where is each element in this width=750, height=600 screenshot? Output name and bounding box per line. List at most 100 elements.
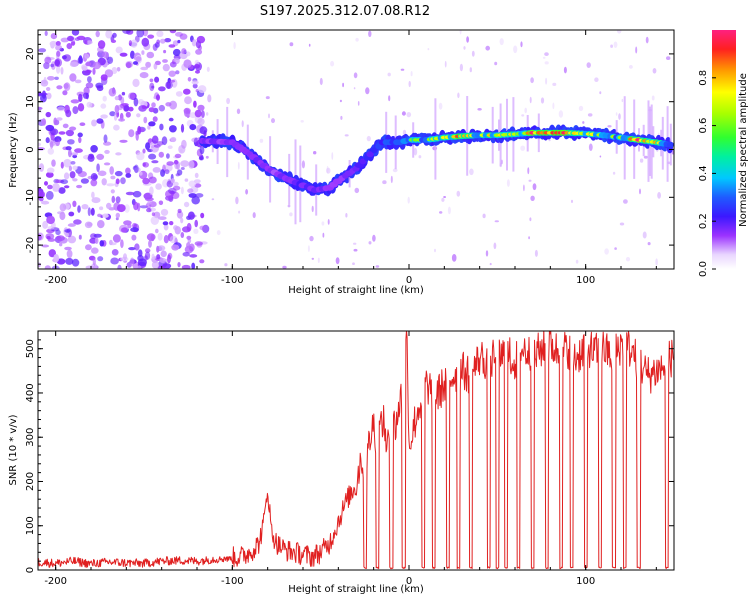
noise-speck	[155, 183, 162, 190]
noise-speck	[169, 61, 177, 68]
noise-speck	[154, 76, 160, 83]
noise-speck	[102, 95, 107, 102]
noise-speck	[65, 232, 69, 238]
noise-speck	[642, 231, 647, 239]
noise-speck	[69, 171, 76, 179]
ridge-core	[366, 151, 374, 158]
snr-series-line	[38, 331, 674, 570]
noise-speck	[125, 62, 132, 69]
noise-speck	[494, 61, 498, 66]
noise-speck	[76, 184, 83, 189]
noise-speck	[133, 164, 139, 174]
noise-speck	[156, 254, 161, 260]
noise-speck	[72, 165, 78, 170]
noise-speck	[63, 83, 69, 89]
noise-speck	[65, 109, 72, 118]
noise-speck	[639, 188, 641, 195]
noise-speck	[172, 181, 179, 187]
spectrogram-x-axis-label: Height of straight line (km)	[288, 285, 424, 296]
noise-speck	[59, 203, 67, 212]
noise-speck	[189, 254, 198, 258]
noise-speck	[153, 144, 161, 148]
noise-speck	[545, 77, 548, 85]
noise-speck	[79, 122, 86, 126]
noise-speck	[506, 179, 510, 187]
noise-speck	[133, 201, 139, 211]
spectrogram-y-tick-label: -10	[25, 189, 36, 205]
noise-speck	[157, 232, 163, 241]
noise-speck	[84, 53, 90, 59]
noise-speck	[152, 116, 158, 122]
colorbar-tick-label: 0.6	[698, 118, 709, 134]
noise-speck	[140, 128, 145, 132]
noise-speck	[563, 66, 567, 74]
noise-speck	[65, 129, 74, 137]
snr-y-axis-label: SNR (10 * v/v)	[8, 414, 19, 485]
noise-speck	[142, 162, 149, 168]
noise-speck	[235, 196, 239, 205]
noise-speck	[599, 91, 602, 95]
noise-speck	[121, 91, 126, 96]
noise-speck	[599, 155, 602, 158]
noise-speck	[149, 78, 154, 83]
noise-speck	[56, 117, 63, 121]
noise-speck	[90, 207, 95, 216]
noise-speck	[110, 39, 117, 43]
noise-speck	[87, 207, 91, 217]
noise-speck	[59, 242, 63, 247]
noise-speck	[466, 36, 469, 43]
noise-speck	[113, 124, 120, 131]
noise-speck	[41, 244, 50, 248]
spectrogram-ridge	[199, 96, 674, 225]
noise-speck	[194, 241, 203, 246]
noise-speck	[186, 235, 192, 240]
noise-speck	[45, 111, 52, 118]
spectrogram-x-tick-label: 100	[576, 275, 595, 286]
noise-speck	[99, 206, 104, 211]
ridge-core	[371, 147, 378, 154]
noise-speck	[72, 106, 79, 115]
noise-speck	[321, 221, 325, 226]
noise-speck	[163, 49, 167, 54]
noise-speck	[132, 78, 140, 88]
noise-speck	[317, 257, 320, 263]
noise-speck	[137, 258, 147, 267]
noise-speck	[322, 232, 325, 238]
noise-speck	[84, 40, 88, 45]
noise-speck	[94, 237, 99, 244]
noise-speck	[54, 58, 62, 67]
spectrogram-x-tick-label: 0	[406, 275, 412, 286]
noise-speck	[58, 187, 66, 194]
noise-speck	[128, 106, 134, 112]
noise-speck	[141, 105, 147, 109]
noise-speck	[540, 97, 545, 104]
noise-speck	[331, 152, 334, 160]
noise-speck	[623, 199, 628, 204]
noise-speck	[655, 258, 658, 266]
noise-speck	[72, 200, 77, 207]
noise-speck	[366, 135, 371, 142]
noise-speck	[439, 211, 443, 214]
noise-speck	[80, 178, 89, 184]
noise-speck	[125, 173, 132, 178]
noise-speck	[206, 112, 209, 116]
snr-y-tick-label: 300	[25, 428, 36, 447]
noise-speck	[149, 186, 154, 196]
noise-speck	[168, 79, 176, 83]
noise-speck	[558, 110, 564, 118]
snr-x-tick-label: -200	[44, 576, 67, 587]
noise-speck	[125, 191, 135, 196]
noise-speck	[175, 173, 180, 177]
noise-speck	[129, 257, 135, 267]
noise-speck	[418, 155, 422, 159]
noise-speck	[451, 254, 457, 262]
noise-speck	[46, 92, 52, 100]
noise-speck	[149, 82, 155, 92]
noise-speck	[578, 105, 584, 111]
snr-y-tick-label: 400	[25, 383, 36, 402]
noise-speck	[282, 265, 287, 269]
noise-speck	[647, 242, 651, 246]
noise-speck	[513, 45, 518, 54]
noise-speck	[52, 182, 60, 192]
noise-speck	[56, 85, 63, 90]
